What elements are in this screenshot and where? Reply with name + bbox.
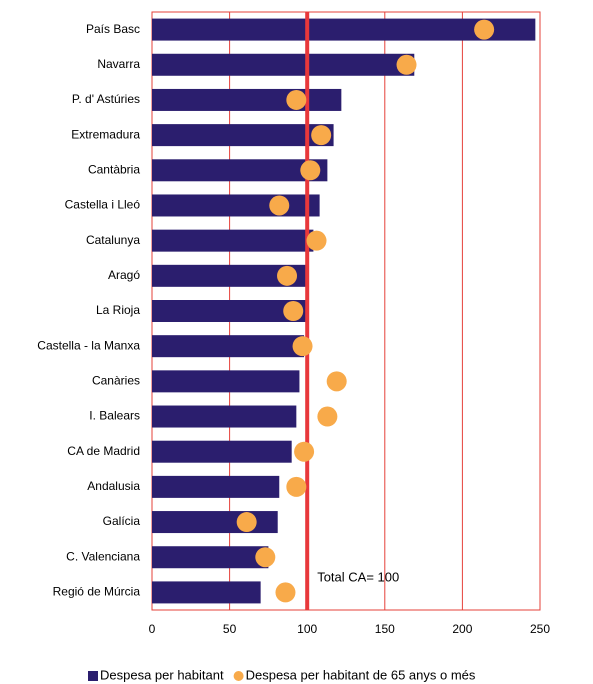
y-tick-label: C. Valenciana: [66, 549, 140, 563]
bar: [152, 335, 305, 358]
y-tick-label: Extremadura: [71, 127, 140, 141]
bar: [152, 159, 328, 182]
dot: [300, 160, 321, 181]
y-tick-label: Navarra: [97, 57, 140, 71]
reference-label: Total CA= 100: [317, 569, 399, 584]
bar: [152, 264, 306, 287]
dot: [474, 19, 495, 40]
y-tick-label: CA de Madrid: [67, 444, 140, 458]
x-tick-label: 100: [297, 622, 317, 636]
x-tick-label: 250: [530, 622, 550, 636]
y-tick-label: La Rioja: [96, 303, 140, 317]
x-tick-label: 0: [149, 622, 156, 636]
y-tick-label: Galícia: [103, 514, 141, 528]
dot: [286, 89, 307, 110]
bar: [152, 546, 269, 569]
y-tick-label: Castella i Lleó: [65, 198, 141, 212]
bar: [152, 124, 334, 147]
legend-swatch: [88, 671, 98, 681]
dot: [269, 195, 290, 216]
bar: [152, 18, 536, 41]
bar: [152, 475, 280, 498]
bar: [152, 440, 292, 463]
y-tick-label: Castella - la Manxa: [37, 338, 140, 352]
dot: [286, 476, 307, 497]
y-tick-label: País Basc: [86, 22, 140, 36]
x-tick-label: 150: [375, 622, 395, 636]
y-tick-label: P. d' Astúries: [72, 92, 140, 106]
dot: [294, 441, 315, 462]
dot: [292, 336, 313, 357]
legend-swatch: [233, 671, 244, 681]
dot: [275, 582, 296, 603]
y-tick-label: Cantàbria: [88, 162, 140, 176]
y-tick-label: I. Balears: [89, 409, 140, 423]
dot: [255, 547, 276, 568]
dot: [277, 265, 298, 286]
dot: [306, 230, 327, 251]
x-tick-label: 200: [452, 622, 472, 636]
legend-label: Despesa per habitant de 65 anys o més: [246, 667, 476, 682]
bar: [152, 405, 297, 428]
bar: [152, 511, 278, 534]
y-tick-label: Regió de Múrcia: [53, 585, 141, 599]
dot: [236, 512, 257, 533]
bar: [152, 370, 300, 393]
dot: [396, 54, 417, 75]
y-tick-label: Canàries: [92, 374, 140, 388]
dot: [283, 301, 304, 321]
y-tick-label: Catalunya: [86, 233, 140, 247]
y-tick-label: Andalusia: [87, 479, 140, 493]
legend-label: Despesa per habitant: [100, 667, 224, 682]
bar: [152, 88, 342, 111]
x-tick-label: 50: [223, 622, 237, 636]
bar: [152, 300, 306, 322]
bar: [152, 194, 320, 217]
dot: [317, 406, 338, 427]
dot: [311, 125, 332, 146]
bar: [152, 581, 261, 604]
bar: [152, 53, 415, 76]
dot: [326, 371, 347, 392]
bar: [152, 229, 314, 252]
y-tick-label: Aragó: [108, 268, 140, 282]
